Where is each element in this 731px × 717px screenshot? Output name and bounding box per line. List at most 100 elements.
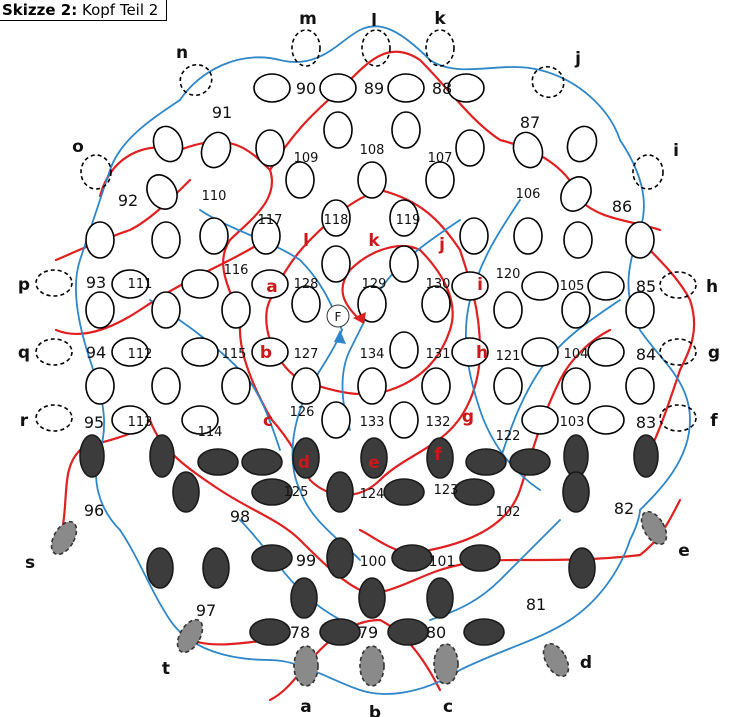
pin-number-label: 95 xyxy=(84,413,104,432)
pin-oval xyxy=(152,125,184,163)
pin-number-label: 87 xyxy=(520,113,540,132)
pin-number-label: 84 xyxy=(636,345,656,364)
dark-pin-oval xyxy=(563,434,589,478)
pin-number-label: 86 xyxy=(612,197,632,216)
pin-oval xyxy=(421,367,451,405)
dashed-pin-oval xyxy=(659,338,697,366)
pin-oval xyxy=(447,73,485,103)
pin-oval xyxy=(512,131,544,169)
dashed-pin-oval xyxy=(80,154,112,190)
pin-number-label: 130 xyxy=(426,277,451,292)
pin-oval xyxy=(493,367,523,405)
dark-pin-oval xyxy=(463,618,505,646)
pin-oval xyxy=(291,285,321,323)
pin-oval xyxy=(251,337,289,367)
outer-letter-label: g xyxy=(708,343,720,363)
dark-pin-oval xyxy=(562,471,590,513)
pin-oval xyxy=(521,405,559,435)
pin-number-label: 128 xyxy=(294,277,319,292)
dashed-pin-oval xyxy=(179,63,213,97)
red-letter-label: d xyxy=(298,453,310,473)
pin-oval xyxy=(85,221,115,259)
pin-number-label: 129 xyxy=(362,277,387,292)
sketch-title-prefix: Skizze 2: xyxy=(2,1,78,19)
grey-pin-oval xyxy=(176,618,204,654)
pin-oval xyxy=(587,271,625,301)
pin-number-label: 88 xyxy=(432,79,452,98)
outer-letter-label: b xyxy=(369,703,381,717)
pin-number-label: 94 xyxy=(86,343,106,362)
pin-oval xyxy=(425,161,455,199)
dark-pin-oval xyxy=(79,434,105,478)
pin-number-label: 106 xyxy=(516,187,541,202)
pin-oval xyxy=(323,111,353,149)
pin-oval xyxy=(151,221,181,259)
dark-pin-oval xyxy=(292,437,320,479)
dark-pin-oval xyxy=(197,448,239,476)
outer-letter-label: k xyxy=(434,9,446,29)
outer-letter-label: n xyxy=(176,43,188,63)
outer-letter-label: j xyxy=(574,49,581,69)
pin-oval xyxy=(421,285,451,323)
blue-thread xyxy=(499,299,621,461)
pin-number-label: 127 xyxy=(294,347,319,362)
pin-oval xyxy=(181,337,219,367)
pin-oval xyxy=(291,367,321,405)
pin-number-label: 111 xyxy=(128,277,153,292)
pin-number-label: 85 xyxy=(636,277,656,296)
pin-number-label: 80 xyxy=(426,623,446,642)
pin-number-label: 124 xyxy=(360,487,385,502)
outer-letter-label: o xyxy=(72,137,84,157)
pin-oval xyxy=(181,269,219,299)
pin-oval xyxy=(111,269,149,299)
dark-pin-oval xyxy=(426,437,454,479)
pin-oval xyxy=(389,199,419,237)
dark-pin-oval xyxy=(326,537,354,579)
dashed-pin-oval xyxy=(35,404,73,432)
red-letter-label: h xyxy=(476,343,488,363)
pin-number-label: 126 xyxy=(290,405,315,420)
pin-number-label: 79 xyxy=(358,623,378,642)
pin-oval xyxy=(587,405,625,435)
pin-oval xyxy=(199,217,229,255)
pattern-labels: 78 79 80 81 82 83 84 85 86 87 88 89 90 91 92 93 94 95 96 97… xyxy=(18,9,720,717)
pin-number-label: 78 xyxy=(290,623,310,642)
outer-letter-label: e xyxy=(678,541,690,561)
red-letter-label: a xyxy=(266,277,277,297)
pin-number-label: 81 xyxy=(526,595,546,614)
red-letter-label: f xyxy=(434,445,442,465)
dashed-pin-oval xyxy=(35,269,73,297)
red-letter-label: c xyxy=(263,411,273,431)
pin-oval xyxy=(85,367,115,405)
pin-oval xyxy=(451,271,489,301)
pin-oval xyxy=(251,269,289,299)
pin-number-label: 123 xyxy=(434,483,459,498)
dashed-pin-oval xyxy=(659,271,697,299)
dark-pin-oval xyxy=(387,618,429,646)
outer-letter-label: s xyxy=(25,553,35,573)
center-marker: F xyxy=(326,304,366,344)
outer-letter-label: d xyxy=(580,653,592,673)
red-letter-label: i xyxy=(477,275,483,295)
pin-number-label: 100 xyxy=(360,554,387,570)
pin-oval xyxy=(319,73,357,103)
center-label: F xyxy=(335,310,342,324)
dark-pin-oval xyxy=(459,544,501,572)
blue-thread xyxy=(95,449,271,661)
blue-thread xyxy=(619,139,691,511)
dark-pin-oval xyxy=(360,437,388,479)
grey-pin-oval xyxy=(359,645,385,687)
pin-number-label: 103 xyxy=(560,415,585,430)
red-thread xyxy=(54,234,274,335)
pin-oval xyxy=(459,217,489,255)
dark-pin-oval xyxy=(251,478,293,506)
pin-number-label: 93 xyxy=(86,273,106,292)
pin-number-label: 104 xyxy=(564,347,589,362)
pin-oval xyxy=(625,291,655,329)
blue-thread xyxy=(179,25,621,141)
pin-oval xyxy=(561,367,591,405)
dashed-pin-oval xyxy=(35,338,73,366)
blue-thread xyxy=(429,519,561,621)
pin-number-label: 91 xyxy=(212,103,232,122)
